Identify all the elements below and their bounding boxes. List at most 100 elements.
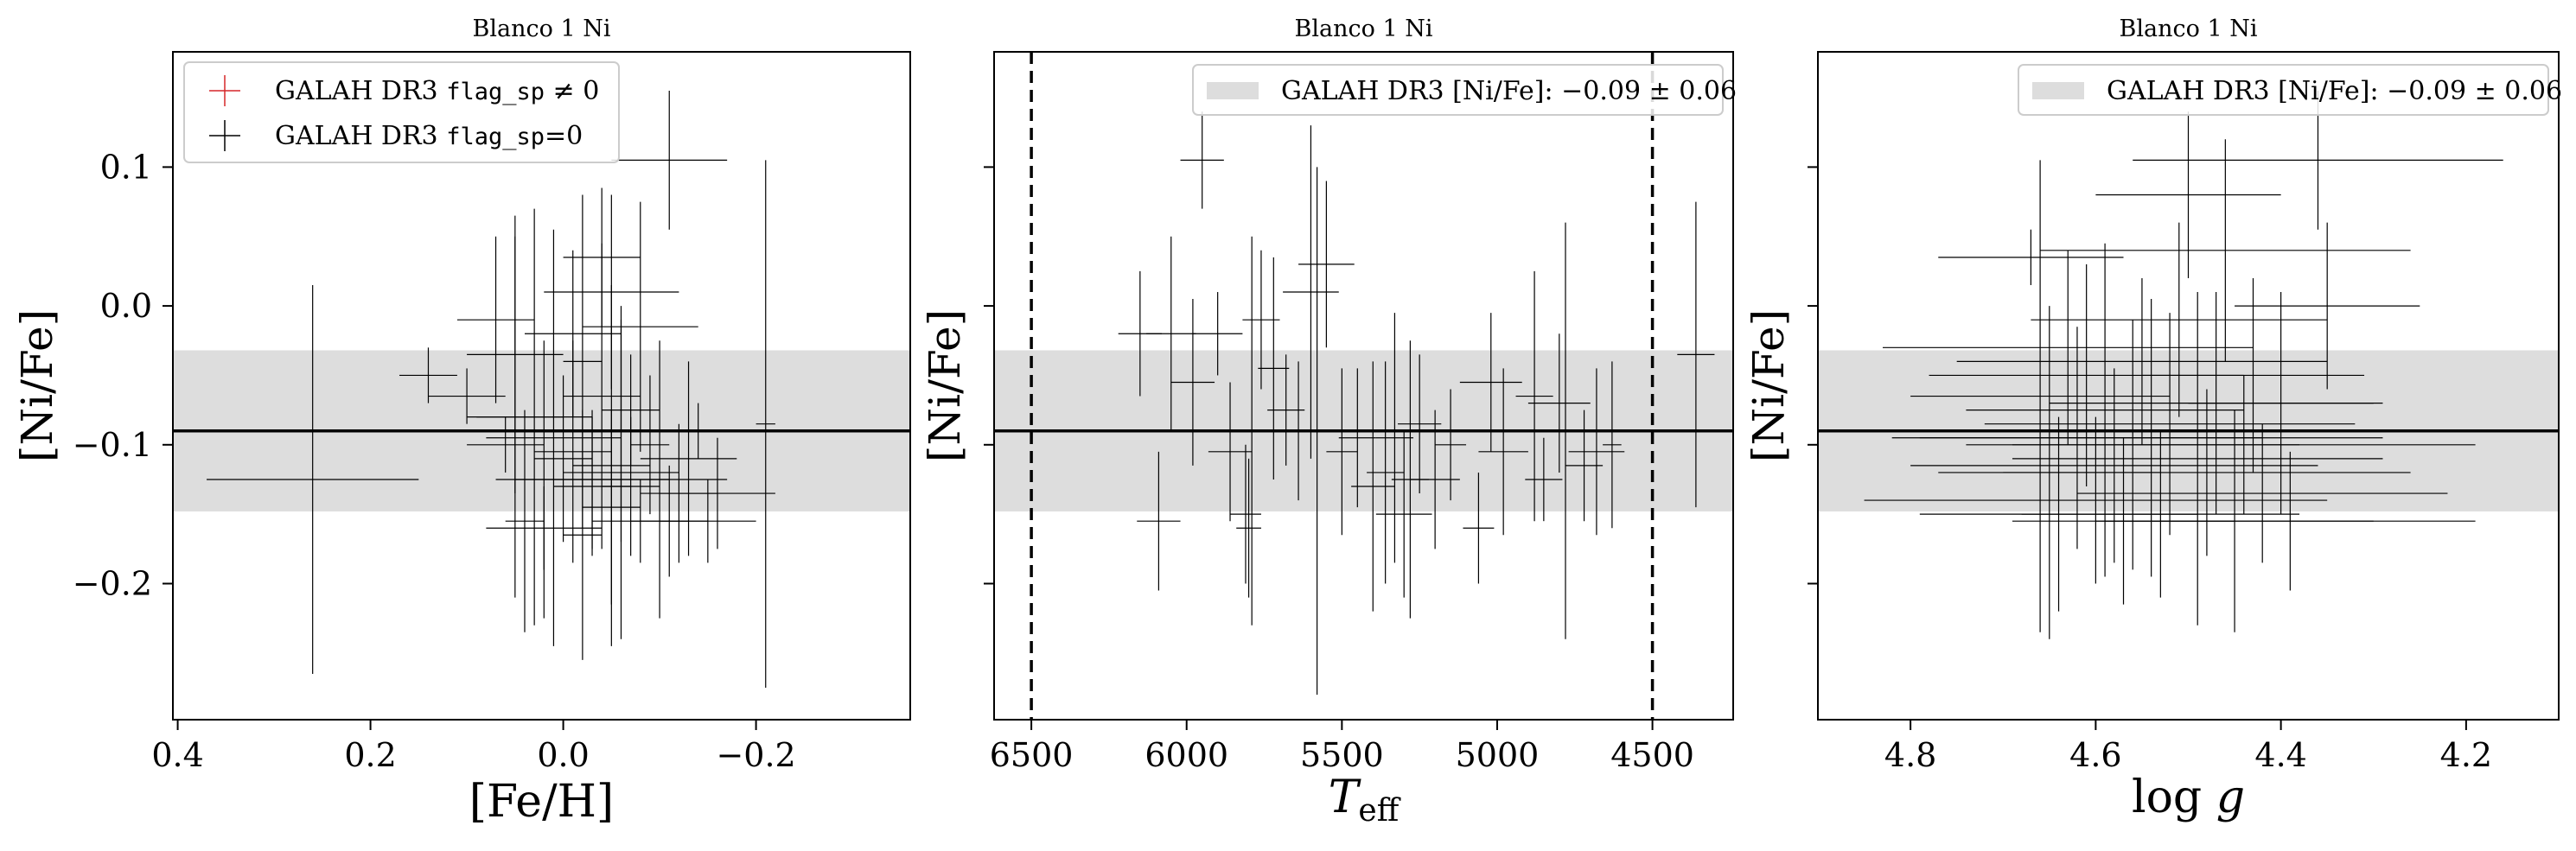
errorbar-point — [1230, 444, 1261, 584]
legend-label-code: flag_sp — [446, 124, 545, 150]
errorbar-point — [456, 236, 535, 403]
legend-label: GALAH DR3 flag_sp ≠ 0 — [275, 76, 599, 106]
errorbar-point — [640, 361, 737, 556]
legend-patch — [2032, 82, 2084, 99]
errorbar-point — [2235, 222, 2420, 390]
errorbar-point — [1478, 368, 1528, 536]
x-tick-label: 4.2 — [2440, 736, 2492, 774]
y-axis-label: [Ni/Fe] — [920, 309, 970, 462]
errorbar-point — [524, 250, 622, 417]
errorbar-point — [1603, 361, 1622, 529]
errorbar-point — [1236, 458, 1261, 598]
errorbar-point — [563, 187, 641, 327]
legend-label-suffix: ≠ 0 — [545, 76, 599, 106]
errorbar-point — [1910, 160, 2171, 632]
errorbar-point — [2012, 375, 2476, 515]
x-tick-label: −0.2 — [716, 736, 795, 774]
errorbar-point — [1351, 361, 1395, 612]
x-axis-label: Teff — [1329, 772, 1401, 829]
errorbar-point — [563, 410, 603, 660]
legend: GALAH DR3 flag_sp ≠ 0 GALAH DR3 flag_sp=0 — [183, 61, 620, 163]
errorbar-point — [1568, 368, 1625, 536]
errorbar-point — [592, 340, 728, 619]
errorbar-point — [1298, 181, 1355, 348]
y-axis-label: [Ni/Fe] — [1744, 309, 1794, 462]
legend-patch — [1207, 82, 1259, 99]
errorbar-point — [1527, 333, 1591, 473]
errorbar-point — [1170, 299, 1215, 466]
errorbar-point — [544, 194, 679, 390]
legend-marker — [209, 75, 240, 106]
errorbar-point — [1410, 410, 1460, 549]
errorbar-point — [1463, 472, 1495, 584]
errorbar-point — [660, 437, 775, 549]
legend-box — [1192, 64, 1724, 116]
x-tick-label: 0.0 — [537, 736, 589, 774]
errorbar-point — [399, 347, 457, 403]
errorbar-point — [1137, 451, 1181, 591]
legend-label-suffix: =0 — [545, 121, 583, 151]
errorbar-point — [1375, 430, 1432, 598]
errorbar-point — [1326, 368, 1358, 536]
y-axis-label: [Ni/Fe] — [12, 309, 62, 462]
x-tick-label: 4.8 — [1884, 736, 1936, 774]
panel-title: Blanco 1 Ni — [473, 16, 611, 42]
errorbar-point — [1435, 389, 1467, 501]
errorbar-point — [486, 229, 622, 646]
panel-1: Blanco 1 Ni 0.4 0.2 0.0 −0.2 0.1 0.0 −0.1 −0.2 [F… — [12, 16, 911, 828]
errorbar-point — [630, 375, 670, 515]
errorbar-point — [1677, 201, 1715, 508]
errorbar-point — [1338, 368, 1376, 508]
errorbar-point — [1367, 361, 1405, 584]
y-tick-label: −0.1 — [73, 426, 152, 464]
x-axis-label-var: g — [2216, 772, 2245, 823]
errorbar-point — [505, 410, 545, 632]
errorbar-point — [1398, 354, 1442, 494]
errorbar-point — [428, 368, 506, 424]
legend: GALAH DR3 [Ni/Fe]: −0.09 ± 0.06 — [2018, 64, 2562, 116]
errorbar-point — [1966, 243, 2244, 577]
x-axis-label-sub: eff — [1358, 793, 1400, 829]
errorbar-point — [1984, 313, 2356, 536]
errorbar-point — [611, 90, 728, 230]
errorbar-point — [2040, 139, 2411, 362]
legend-box — [183, 61, 620, 163]
axes-frame — [1817, 51, 2560, 721]
errorbar-point — [1283, 125, 1339, 459]
errorbar-point — [1146, 236, 1196, 431]
errorbar-point — [1258, 257, 1290, 479]
x-axis-label: log g — [2132, 772, 2245, 823]
x-tick-label: 5500 — [1300, 736, 1384, 774]
y-tick-label: 0.1 — [100, 148, 152, 186]
errorbar-point — [1375, 313, 1413, 563]
legend-label-prefix: GALAH DR3 — [275, 121, 446, 151]
errorbar-point — [756, 160, 775, 689]
errorbar-point — [1459, 313, 1522, 452]
x-tick-label: 4.6 — [2069, 736, 2121, 774]
errorbar-point — [2076, 423, 2448, 563]
errorbar-point — [2095, 111, 2281, 278]
y-tick-label: −0.2 — [73, 565, 152, 603]
panel-2: Blanco 1 Ni 6500 6000 5500 5000 4500 Teff [Ni/F… — [920, 16, 1737, 829]
x-axis-label: [Fe/H] — [469, 776, 614, 828]
x-tick-label: 4.4 — [2254, 736, 2306, 774]
plot-area — [994, 52, 1733, 720]
errorbar-point — [1938, 229, 2124, 285]
legend-label: GALAH DR3 flag_sp=0 — [275, 121, 583, 151]
errorbar-point — [207, 284, 419, 674]
x-tick-label: 6500 — [990, 736, 1074, 774]
x-tick-label: 6000 — [1145, 736, 1228, 774]
x-axis-label-main: log — [2132, 772, 2216, 823]
errorbar-point — [467, 236, 564, 598]
x-tick-label: 0.4 — [151, 736, 203, 774]
errorbar-point — [1192, 292, 1243, 376]
errorbar-point — [2188, 292, 2374, 515]
errorbar-point — [1180, 111, 1224, 209]
legend-marker — [209, 120, 240, 151]
legend-label-code: flag_sp — [446, 79, 545, 105]
axes-frame — [993, 51, 1734, 721]
plot-area — [173, 90, 910, 689]
errorbar-point — [2012, 292, 2383, 626]
errorbar-point — [1919, 299, 2383, 577]
